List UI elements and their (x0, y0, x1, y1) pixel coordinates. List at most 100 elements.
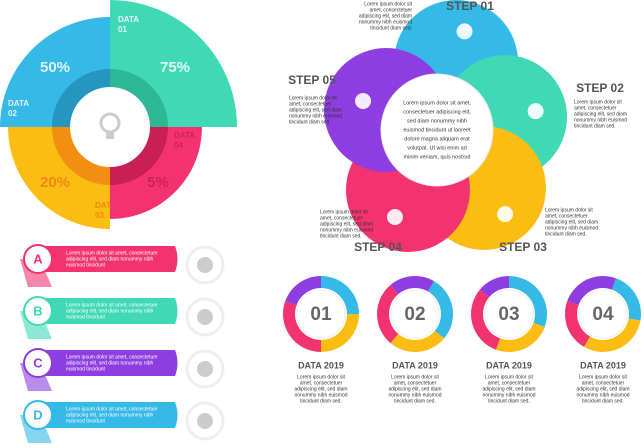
body-text: adipiscing elit, sed diam nonummy nibh (66, 412, 153, 418)
segment-label: 03 (95, 211, 104, 220)
body-text: euismod tincidunt ut laoreet (403, 127, 471, 133)
donut-center (390, 289, 440, 339)
body-text: nonummy nibh euismod (576, 392, 629, 398)
donut-segment (321, 314, 359, 352)
body-text: amet, consectetuer (488, 380, 531, 386)
letter: D (33, 407, 42, 422)
body-text: adipiscing elit, sed diam (359, 13, 412, 19)
donut-segment (428, 281, 453, 339)
body-text: nonummy nibh euismod (574, 117, 627, 123)
body-text: Lorem ipsum dolor sit amet, consectetuer (66, 302, 158, 308)
body-text: amet, consectetuer (582, 380, 625, 386)
body-text: Lorem ipsum dolor sit amet, consectetuer (66, 406, 158, 412)
donut-number: 02 (404, 304, 425, 325)
bulb-icon (99, 112, 121, 134)
petal-icon (456, 23, 473, 40)
body-text: adipiscing elit, sed diam (545, 219, 598, 225)
body-text: Lorem ipsum dolor sit (579, 374, 627, 380)
body-text: nonummy nibh euismod (388, 392, 441, 398)
letter: B (33, 303, 42, 318)
donut-title: DATA 2019 (580, 360, 626, 370)
body-text: Lorem ipsum dolor sit (391, 374, 439, 380)
body-text: Lorem ipsum dolor sit (297, 374, 345, 380)
flower-center (380, 73, 494, 187)
petal-icon (527, 103, 544, 120)
letter-badge (23, 348, 53, 378)
icon (197, 309, 213, 325)
segment-label: 04 (174, 141, 183, 150)
step-title: STEP 05 (288, 73, 336, 87)
body-text: Lorem ipsum dolor sit (364, 1, 412, 7)
body-text: tincidunt diam sed. (574, 123, 616, 129)
body-text: nonummy nibh euismod (294, 392, 347, 398)
petal-icon (355, 93, 372, 109)
letter: C (33, 355, 43, 370)
donut-number: 03 (498, 304, 519, 325)
petal-icon (497, 206, 514, 223)
ribbon (38, 246, 178, 272)
body-text: tincidunt diam sed. (300, 398, 342, 404)
donut-segment (321, 276, 359, 314)
body-text: amet, consectetuer (545, 213, 588, 219)
body-text: euismod tincidunt (66, 366, 106, 372)
segment-value: 5% (147, 174, 169, 191)
body-text: Lorem ipsum dolor sit amet, consectetuer (66, 354, 158, 360)
body-text: tincidunt diam sed. (582, 398, 624, 404)
body-text: dolore magna aliquam erat (404, 136, 470, 142)
body-text: euismod tincidunt (66, 262, 106, 268)
center-circle (70, 87, 150, 167)
icon (197, 413, 213, 429)
body-text: tincidunt diam sed. (394, 398, 436, 404)
icon (197, 257, 213, 273)
donut-segment (565, 301, 590, 347)
segment-label: DATA (118, 15, 139, 24)
body-text: Lorem ipsum dolor sit (545, 207, 593, 213)
body-text: amet, consectetuer (289, 101, 332, 107)
step-title: STEP 01 (446, 0, 494, 13)
segment-label: 01 (118, 25, 127, 34)
donut-segment (283, 301, 321, 352)
donut-segment (471, 289, 501, 350)
body-text: amet, consectetuer (369, 7, 412, 13)
body-text: euismod tincidunt (66, 418, 106, 424)
body-text: adipiscing elit, sed diam nonummy nibh (66, 360, 153, 366)
segment-label: DATA (174, 131, 195, 140)
donut-segment (285, 276, 321, 306)
segment-value: 75% (160, 59, 190, 76)
petal-icon (386, 209, 403, 225)
segment-value: 50% (40, 59, 70, 76)
step-title: STEP 03 (499, 240, 547, 254)
body-text: euismod tincidunt (66, 314, 106, 320)
donut-title: DATA 2019 (392, 360, 438, 370)
donut-segment (567, 276, 616, 306)
body-text: nonummy nibh euismod (320, 227, 373, 233)
step-title: STEP 04 (354, 240, 402, 254)
body-text: tincidunt diam sed. (289, 119, 331, 125)
body-text: adipiscing elit, sed diam (388, 386, 441, 392)
body-text: adipiscing elit, sed diam (576, 386, 629, 392)
ribbon (38, 298, 178, 324)
body-text: nonummy nibh euismod (289, 113, 342, 119)
ribbon (38, 402, 178, 428)
body-text: Lorem ipsum dolor sit (289, 95, 337, 101)
body-text: amet, consectetuer (574, 105, 617, 111)
donut-segment (479, 276, 509, 298)
donut-segment (611, 278, 641, 321)
ribbon (38, 350, 178, 376)
donut-center (578, 289, 628, 339)
donut-segment (584, 318, 641, 352)
step-title: STEP 02 (576, 81, 624, 95)
quadrant-ring (110, 127, 168, 185)
body-text: Lorem ipsum dolor sit (320, 209, 368, 215)
quadrant-ring (52, 69, 110, 127)
body-text: adipiscing elit, sed diam (289, 107, 342, 113)
donut-segment (496, 322, 545, 352)
donut-segment (377, 284, 399, 344)
body-text: Lorem ipsum dolor sit amet, consectetuer (66, 250, 158, 256)
body-text: tincidunt diam sed. (545, 231, 587, 237)
bulb-base (106, 133, 114, 139)
segment-label: DATA (95, 201, 116, 210)
donut-title: DATA 2019 (486, 360, 532, 370)
donut-segment (390, 276, 434, 295)
